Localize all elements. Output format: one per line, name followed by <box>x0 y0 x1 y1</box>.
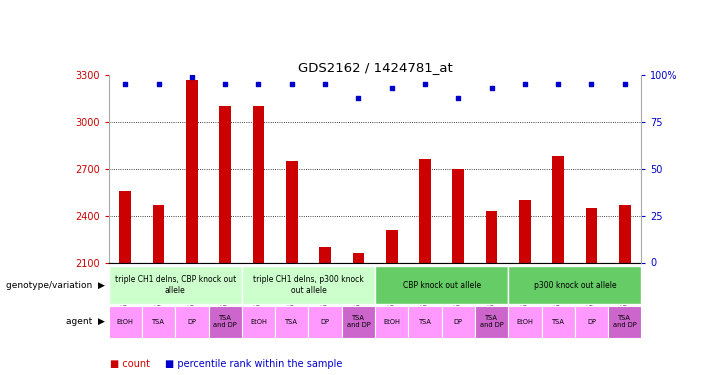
Point <box>386 85 397 91</box>
Text: agent  ▶: agent ▶ <box>67 317 105 326</box>
Text: p300 knock out allele: p300 knock out allele <box>533 280 616 290</box>
Text: genotype/variation  ▶: genotype/variation ▶ <box>6 280 105 290</box>
Bar <box>209 306 242 338</box>
Point <box>552 81 564 87</box>
Bar <box>452 169 464 262</box>
Point <box>519 81 531 87</box>
Bar <box>186 80 198 262</box>
Text: TSA
and DP: TSA and DP <box>346 315 370 328</box>
Text: triple CH1 delns, CBP knock out
allele: triple CH1 delns, CBP knock out allele <box>115 275 236 295</box>
Text: ■ count: ■ count <box>110 359 150 369</box>
Title: GDS2162 / 1424781_at: GDS2162 / 1424781_at <box>298 61 452 74</box>
Bar <box>242 306 275 338</box>
Bar <box>286 161 298 262</box>
Bar <box>242 266 375 304</box>
Bar <box>508 306 542 338</box>
Bar <box>375 266 508 304</box>
Text: DP: DP <box>187 319 196 325</box>
Bar <box>275 306 308 338</box>
Bar <box>308 306 342 338</box>
Text: DP: DP <box>587 319 596 325</box>
Text: ■ percentile rank within the sample: ■ percentile rank within the sample <box>165 359 342 369</box>
Bar <box>342 306 375 338</box>
Bar <box>109 266 242 304</box>
Bar <box>486 211 498 262</box>
Point <box>353 94 364 100</box>
Point <box>253 81 264 87</box>
Point <box>120 81 131 87</box>
Point <box>153 81 164 87</box>
Bar <box>375 306 409 338</box>
Text: TSA
and DP: TSA and DP <box>613 315 637 328</box>
Bar <box>109 306 142 338</box>
Text: TSA: TSA <box>552 319 564 325</box>
Point <box>453 94 464 100</box>
Bar <box>252 106 264 262</box>
Text: DP: DP <box>454 319 463 325</box>
Text: TSA
and DP: TSA and DP <box>479 315 503 328</box>
Text: triple CH1 delns, p300 knock
out allele: triple CH1 delns, p300 knock out allele <box>253 275 364 295</box>
Text: DP: DP <box>320 319 329 325</box>
Text: CBP knock out allele: CBP knock out allele <box>402 280 481 290</box>
Bar <box>175 306 209 338</box>
Text: EtOH: EtOH <box>117 319 134 325</box>
Point <box>286 81 297 87</box>
Bar <box>219 106 231 262</box>
Point <box>586 81 597 87</box>
Text: EtOH: EtOH <box>250 319 267 325</box>
Bar <box>386 230 397 262</box>
Bar <box>575 306 608 338</box>
Bar <box>153 205 165 262</box>
Bar <box>519 200 531 262</box>
Bar <box>619 205 631 262</box>
Text: EtOH: EtOH <box>517 319 533 325</box>
Text: TSA: TSA <box>285 319 298 325</box>
Point <box>486 85 497 91</box>
Text: TSA: TSA <box>152 319 165 325</box>
Bar <box>475 306 508 338</box>
Bar <box>142 306 175 338</box>
Bar <box>319 247 331 262</box>
Bar <box>585 208 597 262</box>
Text: TSA
and DP: TSA and DP <box>213 315 237 328</box>
Point <box>320 81 331 87</box>
Bar <box>608 306 641 338</box>
Bar <box>419 159 431 262</box>
Bar <box>552 156 564 262</box>
Point <box>419 81 430 87</box>
Bar <box>542 306 575 338</box>
Bar <box>119 190 131 262</box>
Point <box>619 81 630 87</box>
Point <box>186 74 198 80</box>
Bar <box>353 253 365 262</box>
Text: EtOH: EtOH <box>383 319 400 325</box>
Text: TSA: TSA <box>418 319 431 325</box>
Point <box>219 81 231 87</box>
Bar <box>442 306 475 338</box>
Bar <box>508 266 641 304</box>
Bar <box>409 306 442 338</box>
